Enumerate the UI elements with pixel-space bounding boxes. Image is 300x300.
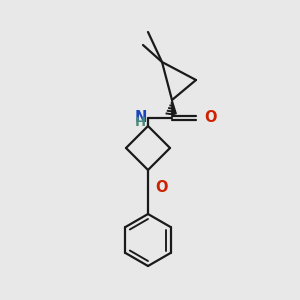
Text: N: N — [135, 110, 147, 124]
Text: O: O — [204, 110, 217, 125]
Text: H: H — [134, 116, 146, 128]
Text: O: O — [155, 181, 167, 196]
Polygon shape — [172, 100, 176, 114]
